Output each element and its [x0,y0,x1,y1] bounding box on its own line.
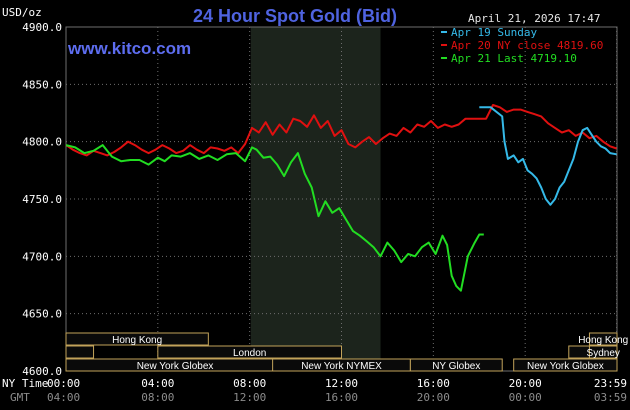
ny-time-row-label: NY Time [2,377,48,390]
y-tick-label: 4600.0 [22,365,62,378]
x-tick-label-gmt: 12:00 [233,391,266,404]
chart-title: 24 Hour Spot Gold (Bid) [193,6,397,26]
market-session-box [65,332,209,346]
y-tick-label: 4850.0 [22,78,62,91]
x-tick-label-ny: 23:59 [594,377,627,390]
legend-entry: Apr 20 NY close 4819.60 [451,39,603,52]
market-session-label: Sydney [587,348,620,359]
x-tick-label-ny: 12:00 [325,377,358,390]
market-session-box [588,332,618,346]
x-tick-label-gmt: 03:59 [594,391,627,404]
y-tick-label: 4700.0 [22,250,62,263]
market-session-label: Hong Kong [112,335,162,346]
market-session-box [409,358,503,372]
market-session-box [65,345,95,359]
x-tick-label-ny: 04:00 [141,377,174,390]
market-session-box [513,358,618,372]
y-tick-label: 4900.0 [22,21,62,34]
y-axis-ticks: 4600.0 4650.0 4700.0 4750.0 4800.0 4850.0 4900… [22,21,62,378]
y-tick-label: 4750.0 [22,193,62,206]
market-session-label: New York NYMEX [301,361,382,372]
x-tick-label-ny: 20:00 [509,377,542,390]
market-session-label: New York Globex [137,361,214,372]
y-axis-unit-label: USD/oz [2,6,42,19]
x-tick-label-gmt: 04:00 [47,391,80,404]
y-tick-label: 4650.0 [22,308,62,321]
series-line [65,144,484,292]
x-tick-label-gmt: 08:00 [141,391,174,404]
series-line [479,106,617,206]
market-sessions: Hong Kong London New York Globex New York N… [65,332,628,372]
x-tick-label-gmt: 20:00 [417,391,450,404]
x-tick-label-ny: 08:00 [233,377,266,390]
market-session-box [588,345,618,359]
chart-datetime: April 21, 2026 17:47 [468,12,600,25]
x-axis-ticks: 00:0004:0004:0008:0008:0012:0012:0016:00… [47,377,627,404]
market-session-label: London [233,348,266,359]
y-tick-label: 4800.0 [22,136,62,149]
gmt-row-label: GMT [10,391,30,404]
x-tick-label-gmt: 00:00 [509,391,542,404]
market-session-label: NY Globex [432,361,480,372]
legend-entry: Apr 19 Sunday [451,26,537,39]
series-line [65,104,617,157]
price-series [65,104,617,292]
x-tick-label-ny: 00:00 [47,377,80,390]
kitco-brand-link[interactable]: www.kitco.com [67,39,191,58]
market-session-label: New York Globex [527,361,604,372]
x-tick-label-gmt: 16:00 [325,391,358,404]
market-session-label: Hong Kong [578,335,628,346]
x-tick-label-ny: 16:00 [417,377,450,390]
legend-entry: Apr 21 Last 4719.10 [451,52,577,65]
market-session-box [157,345,342,359]
